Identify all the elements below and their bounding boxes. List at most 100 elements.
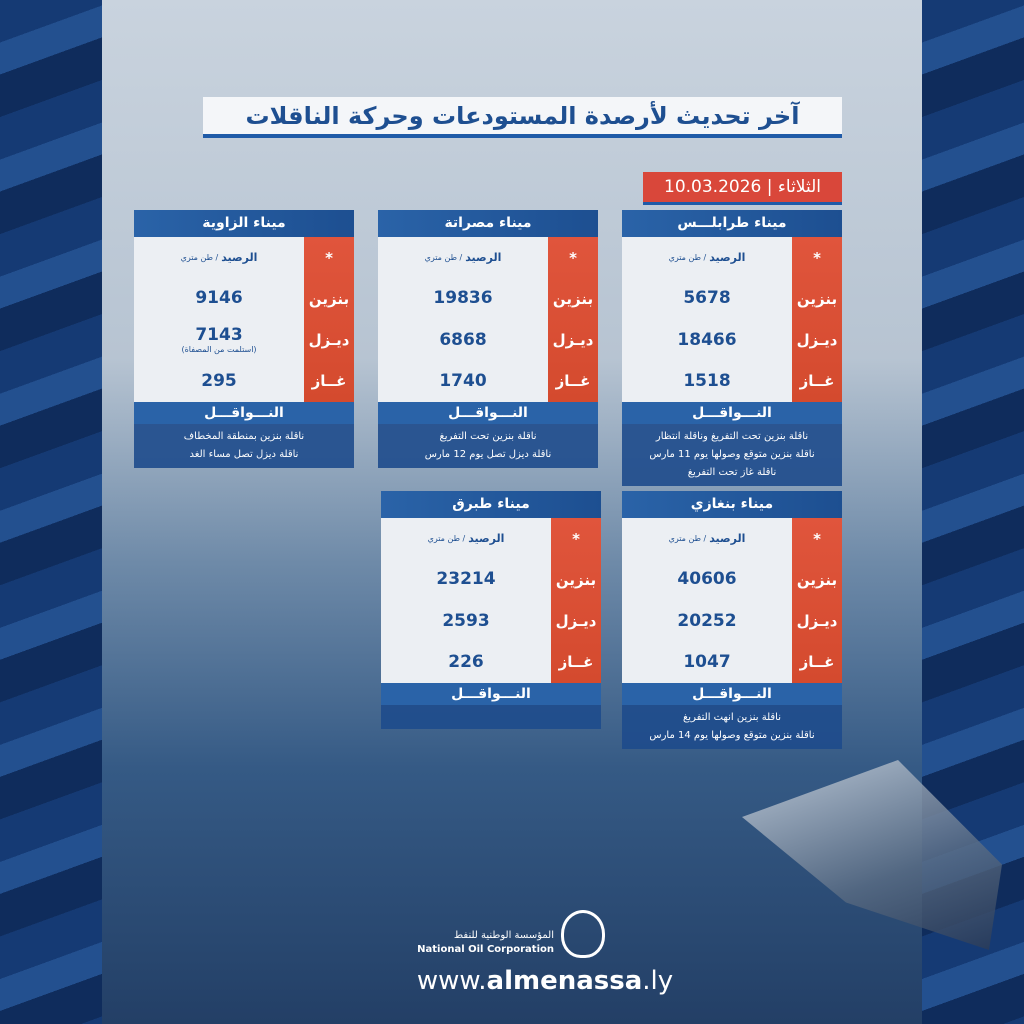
unit-label: / طن متري: [427, 534, 466, 544]
diesel-value: 2593: [442, 610, 490, 631]
fuel-labels: * بنزين ديـزل غــاز: [304, 237, 354, 402]
port-card-benghazi: ميناء بنغازي * بنزين ديـزل غــاز الرصيد /…: [622, 491, 842, 749]
label-gasoline: بنزين: [796, 289, 838, 308]
balance-header: الرصيد / طن متري: [378, 237, 548, 278]
balance-header: الرصيد / طن متري: [381, 518, 551, 559]
tanker-note: ناقلة بنزين متوقع وصولها يوم 14 مارس: [649, 730, 815, 741]
gasoline-value: 9146: [195, 288, 243, 309]
tanker-note: ناقلة بنزين تحت التفريغ: [439, 431, 537, 442]
port-card-zawiya: ميناء الزاوية * بنزين ديـزل غــاز الرصيد…: [134, 210, 354, 468]
gas-value: 1518: [683, 370, 731, 391]
tanker-notes: ناقلة بنزين بمنطقة المخطاف ناقلة ديزل تصل…: [134, 424, 354, 468]
background-left: [0, 0, 102, 1024]
tanker-note: ناقلة ديزل تصل مساء الغد: [189, 449, 299, 460]
label-diesel: ديـزل: [555, 612, 597, 631]
diesel-cell: 2593: [381, 601, 551, 642]
asterisk-icon: *: [813, 248, 821, 267]
port-name: ميناء بنغازي: [622, 491, 842, 518]
label-gas: غــاز: [799, 372, 835, 391]
gasoline-value: 40606: [677, 569, 737, 590]
balance-label: الرصيد: [465, 251, 502, 265]
label-diesel: ديـزل: [796, 331, 838, 350]
tankers-header: النـــواقـــل: [381, 683, 601, 705]
tanker-notes: ناقلة بنزين تحت التفريغ ناقلة ديزل تصل يو…: [378, 424, 598, 468]
unit-label: / طن متري: [668, 534, 707, 544]
port-card-tobruk: ميناء طبرق * بنزين ديـزل غــاز الرصيد / ط…: [381, 491, 601, 729]
diesel-cell: 18466: [622, 320, 792, 361]
tanker-note: ناقلة بنزين تحت التفريغ وناقلة انتظار: [655, 431, 809, 442]
fuel-labels: * بنزين ديـزل غــاز: [548, 237, 598, 402]
gas-value: 1047: [683, 651, 731, 672]
asterisk-icon: *: [325, 248, 333, 267]
port-name: ميناء الزاوية: [134, 210, 354, 237]
label-gas: غــاز: [558, 653, 594, 672]
diesel-cell: 7143 (استلمت من المصفاة): [134, 320, 304, 361]
tanker-notes: [381, 705, 601, 729]
diesel-value: 6868: [439, 329, 487, 350]
tanker-note: ناقلة ديزل تصل يوم 12 مارس: [424, 449, 552, 460]
label-diesel: ديـزل: [796, 612, 838, 631]
org-name-ar: المؤسسة الوطنية للنفط: [453, 930, 554, 941]
tankers-header: النـــواقـــل: [134, 402, 354, 424]
asterisk-icon: *: [572, 529, 580, 548]
url-main: almenassa: [486, 966, 643, 996]
noc-logo: المؤسسة الوطنية للنفط National Oil Corpo…: [390, 910, 610, 958]
website-link[interactable]: www.almenassa.ly: [405, 965, 685, 997]
gasoline-value: 5678: [683, 288, 731, 309]
label-gasoline: بنزين: [555, 570, 597, 589]
diesel-cell: 20252: [622, 601, 792, 642]
tanker-note: ناقلة بنزين متوقع وصولها يوم 11 مارس: [649, 449, 815, 460]
asterisk-icon: *: [569, 248, 577, 267]
balance-label: الرصيد: [468, 532, 505, 546]
tankers-header: النـــواقـــل: [622, 402, 842, 424]
noc-emblem-icon: [561, 910, 605, 958]
unit-label: / طن متري: [180, 253, 219, 263]
org-name-en: National Oil Corporation: [417, 944, 554, 955]
gasoline-value: 19836: [433, 288, 493, 309]
balance-header: الرصيد / طن متري: [134, 237, 304, 278]
balance-label: الرصيد: [709, 532, 746, 546]
label-gasoline: بنزين: [796, 570, 838, 589]
label-gasoline: بنزين: [552, 289, 594, 308]
tankers-header: النـــواقـــل: [622, 683, 842, 705]
tanker-note: ناقلة بنزين انهت التفريغ: [682, 712, 782, 723]
port-card-misrata: ميناء مصراتة * بنزين ديـزل غــاز الرصيد /…: [378, 210, 598, 468]
page-title: آخر تحديث لأرصدة المستودعات وحركة الناقل…: [203, 97, 842, 138]
diesel-note: (استلمت من المصفاة): [181, 344, 257, 354]
diesel-value: 20252: [677, 610, 737, 631]
gas-value: 1740: [439, 370, 487, 391]
balance-header: الرصيد / طن متري: [622, 237, 792, 278]
tanker-note: ناقلة بنزين بمنطقة المخطاف: [183, 431, 305, 442]
balance-header: الرصيد / طن متري: [622, 518, 792, 559]
port-name: ميناء طرابلـــس: [622, 210, 842, 237]
unit-label: / طن متري: [668, 253, 707, 263]
tankers-header: النـــواقـــل: [378, 402, 598, 424]
diesel-value: 7143: [195, 324, 243, 345]
tanker-notes: ناقلة بنزين تحت التفريغ وناقلة انتظار ناق…: [622, 424, 842, 486]
port-name: ميناء مصراتة: [378, 210, 598, 237]
label-gas: غــاز: [799, 653, 835, 672]
asterisk-icon: *: [813, 529, 821, 548]
fuel-labels: * بنزين ديـزل غــاز: [792, 518, 842, 683]
label-diesel: ديـزل: [552, 331, 594, 350]
unit-label: / طن متري: [424, 253, 463, 263]
label-diesel: ديـزل: [308, 331, 350, 350]
gasoline-value: 23214: [436, 569, 496, 590]
label-gasoline: بنزين: [308, 289, 350, 308]
gas-value: 295: [201, 370, 237, 391]
fuel-labels: * بنزين ديـزل غــاز: [551, 518, 601, 683]
balance-label: الرصيد: [709, 251, 746, 265]
label-gas: غــاز: [311, 372, 347, 391]
url-prefix: www.: [416, 966, 487, 996]
diesel-cell: 6868: [378, 320, 548, 361]
diesel-value: 18466: [677, 329, 737, 350]
tanker-notes: ناقلة بنزين انهت التفريغ ناقلة بنزين متوق…: [622, 705, 842, 749]
balance-label: الرصيد: [221, 251, 258, 265]
date-badge: الثلاثاء | 10.03.2026: [643, 172, 842, 205]
gas-value: 226: [448, 651, 484, 672]
fuel-labels: * بنزين ديـزل غــاز: [792, 237, 842, 402]
url-suffix: .ly: [642, 966, 674, 996]
port-name: ميناء طبرق: [381, 491, 601, 518]
tanker-note: ناقلة غاز تحت التفريغ: [687, 467, 777, 478]
label-gas: غــاز: [555, 372, 591, 391]
